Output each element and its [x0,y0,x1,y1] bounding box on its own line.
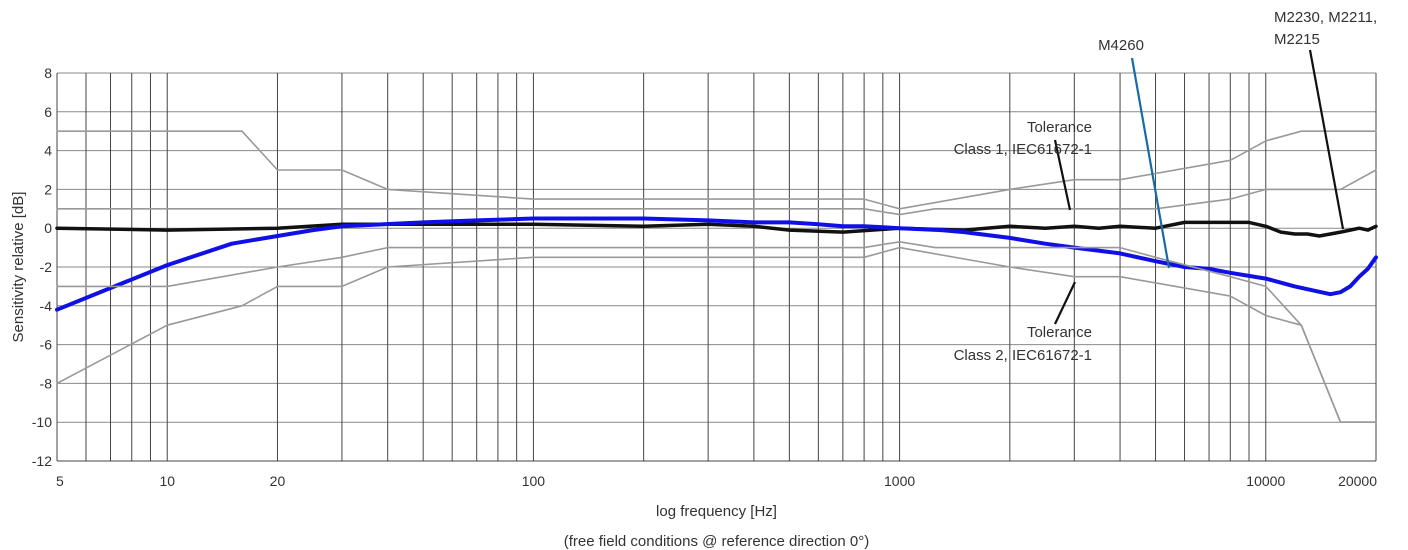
leader-line-m2230 [1308,49,1345,230]
y-tick-label: 8 [44,65,52,81]
y-tick-label: 6 [44,104,52,120]
annotation-class2-line-0: Tolerance [1027,324,1092,341]
annotation-class1-line-0: Tolerance [1027,119,1092,136]
series-line-4 [56,130,1377,210]
y-tick-label: 2 [44,181,52,197]
series-line-0 [55,220,1378,238]
annotation-class1-line-1: Class 1, IEC61672-1 [954,141,1092,158]
y-tick-label: -12 [32,453,52,469]
annotation-m2230-line-0: M2230, M2211, [1274,9,1377,26]
series-line-3 [56,241,1377,423]
x-tick-label: 20000 [1338,473,1377,489]
x-tick-label: 10000 [1246,473,1285,489]
annotation-m4260-line-0: M4260 [1098,37,1144,54]
series-line-1 [55,216,1378,312]
y-axis-title: Sensitivity relative [dB] [10,192,27,343]
x-tick-label: 5 [56,473,64,489]
x-axis-title: log frequency [Hz] [656,503,777,520]
chart-subtitle: (free field conditions @ reference direc… [564,533,870,550]
label-layer: Tolerance Class 1, IEC61672-1 Tolerance Cla… [954,9,1378,364]
leader-line-class1 [1053,139,1072,211]
x-tick-label: 10 [159,473,175,489]
x-tick-label: 100 [522,473,546,489]
y-tick-label: 0 [44,220,52,236]
annotation-m2230-line-1: M2215 [1274,31,1320,48]
leader-line-class2 [1054,281,1076,325]
annotation-layer [1053,49,1345,325]
x-tick-label: 1000 [884,473,915,489]
series-line-5 [56,246,1377,423]
y-tick-label: -2 [40,259,53,275]
y-tick-label: -8 [40,375,53,391]
leader-line-m4260 [1130,57,1171,269]
series-line-2 [56,169,1377,216]
series-layer [55,130,1378,423]
y-tick-label: -4 [40,298,53,314]
x-tick-label: 20 [270,473,286,489]
y-tick-label: -10 [32,414,52,430]
y-tick-label: 4 [44,143,52,159]
y-tick-label: -6 [40,337,53,353]
annotation-class2-line-1: Class 2, IEC61672-1 [954,347,1092,364]
